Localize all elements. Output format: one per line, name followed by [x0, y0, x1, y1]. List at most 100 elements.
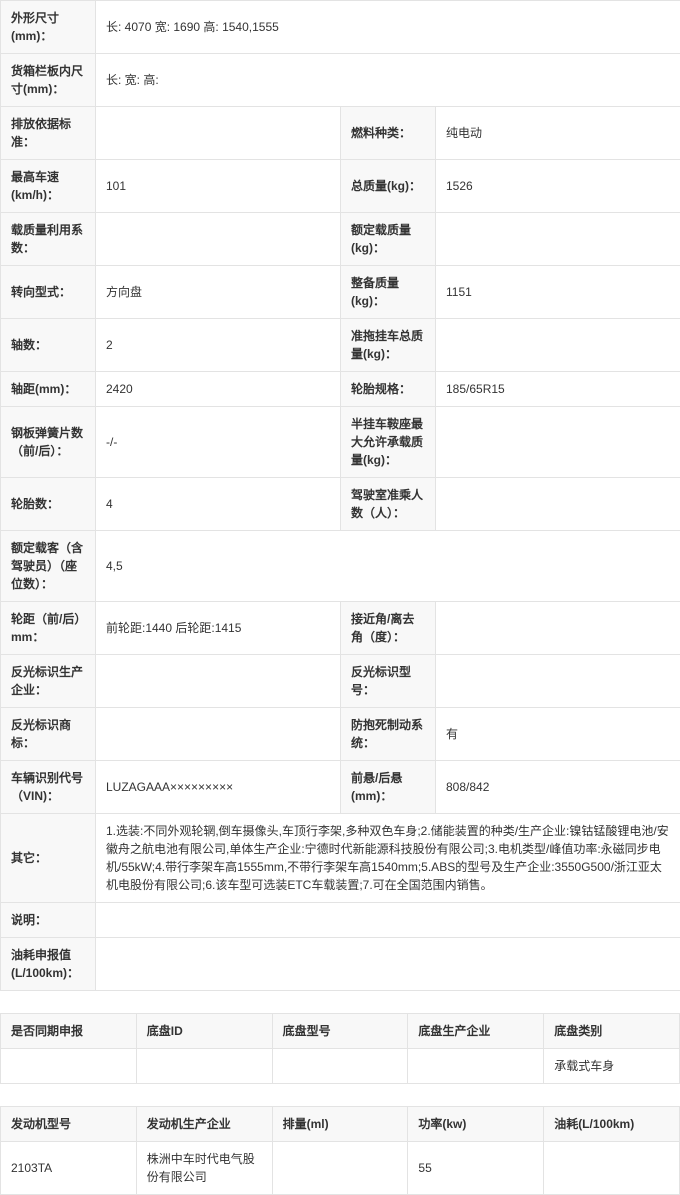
table-row: 反光标识生产企业： 反光标识型号： [1, 655, 680, 708]
value-note [96, 903, 680, 938]
value-axles: 2 [96, 319, 341, 372]
label-totalmass: 总质量(kg)： [341, 160, 436, 213]
engine-header-0: 发动机型号 [1, 1107, 137, 1142]
engine-header-1: 发动机生产企业 [136, 1107, 272, 1142]
label-reflmodel: 反光标识型号： [341, 655, 436, 708]
table-row: 转向型式： 方向盘 整备质量(kg)： 1151 [1, 266, 680, 319]
table-row: 反光标识商标： 防抱死制动系统： 有 [1, 708, 680, 761]
value-fuel: 纯电动 [436, 107, 680, 160]
label-loadfactor: 载质量利用系数： [1, 213, 96, 266]
chassis-cell-0 [1, 1049, 137, 1084]
label-reflmfr: 反光标识生产企业： [1, 655, 96, 708]
chassis-header-1: 底盘ID [136, 1014, 272, 1049]
table-row: 2103TA 株洲中车时代电气股份有限公司 55 [1, 1142, 680, 1195]
table-row: 轮距（前/后）mm： 前轮距:1440 后轮距:1415 接近角/离去角（度）： [1, 602, 680, 655]
label-cabseats: 驾驶室准乘人数（人）： [341, 478, 436, 531]
value-overhang: 808/842 [436, 761, 680, 814]
chassis-cell-3 [408, 1049, 544, 1084]
value-fuelcons [96, 938, 680, 991]
value-seats: 4,5 [96, 531, 680, 602]
label-trailermass: 准拖挂车总质量(kg)： [341, 319, 436, 372]
table-header-row: 发动机型号 发动机生产企业 排量(ml) 功率(kw) 油耗(L/100km) [1, 1107, 680, 1142]
label-curbmass: 整备质量(kg)： [341, 266, 436, 319]
label-seats: 额定载客（含驾驶员）（座位数）： [1, 531, 96, 602]
label-ratedload: 额定载质量(kg)： [341, 213, 436, 266]
chassis-header-0: 是否同期申报 [1, 1014, 137, 1049]
value-refltm [96, 708, 341, 761]
value-tirespec: 185/65R15 [436, 372, 680, 407]
label-other: 其它： [1, 814, 96, 903]
label-vin: 车辆识别代号（VIN)： [1, 761, 96, 814]
engine-header-3: 功率(kw) [408, 1107, 544, 1142]
label-maxspeed: 最高车速(km/h)： [1, 160, 96, 213]
table-row: 载质量利用系数： 额定载质量(kg)： [1, 213, 680, 266]
value-reflmfr [96, 655, 341, 708]
label-wheelbase: 轴距(mm)： [1, 372, 96, 407]
value-emission [96, 107, 341, 160]
label-overhang: 前悬/后悬(mm)： [341, 761, 436, 814]
value-track: 前轮距:1440 后轮距:1415 [96, 602, 341, 655]
value-vin: LUZAGAAA××××××××× [96, 761, 341, 814]
table-row: 轴数： 2 准拖挂车总质量(kg)： [1, 319, 680, 372]
engine-cell-0: 2103TA [1, 1142, 137, 1195]
label-abs: 防抱死制动系统： [341, 708, 436, 761]
spec-table: 外形尺寸(mm)： 长: 4070 宽: 1690 高: 1540,1555 货… [0, 0, 680, 991]
table-row: 油耗申报值(L/100km)： [1, 938, 680, 991]
table-row: 其它： 1.选装:不同外观轮辋,倒车摄像头,车顶行李架,多种双色车身;2.储能装… [1, 814, 680, 903]
engine-table: 发动机型号 发动机生产企业 排量(ml) 功率(kw) 油耗(L/100km) … [0, 1106, 680, 1195]
label-spring: 钢板弹簧片数（前/后）： [1, 407, 96, 478]
label-dimensions: 外形尺寸(mm)： [1, 1, 96, 54]
value-wheelbase: 2420 [96, 372, 341, 407]
label-cargo: 货箱栏板内尺寸(mm)： [1, 54, 96, 107]
value-cabseats [436, 478, 680, 531]
chassis-table: 是否同期申报 底盘ID 底盘型号 底盘生产企业 底盘类别 承载式车身 [0, 1013, 680, 1084]
chassis-cell-4: 承载式车身 [544, 1049, 680, 1084]
label-fuelcons: 油耗申报值(L/100km)： [1, 938, 96, 991]
chassis-header-2: 底盘型号 [272, 1014, 408, 1049]
engine-cell-2 [272, 1142, 408, 1195]
value-maxspeed: 101 [96, 160, 341, 213]
value-angles [436, 602, 680, 655]
table-row: 货箱栏板内尺寸(mm)： 长: 宽: 高: [1, 54, 680, 107]
engine-cell-4 [544, 1142, 680, 1195]
value-reflmodel [436, 655, 680, 708]
value-cargo: 长: 宽: 高: [96, 54, 680, 107]
value-spring: -/- [96, 407, 341, 478]
label-axles: 轴数： [1, 319, 96, 372]
table-row: 钢板弹簧片数（前/后）： -/- 半挂车鞍座最大允许承载质量(kg)： [1, 407, 680, 478]
engine-header-2: 排量(ml) [272, 1107, 408, 1142]
engine-cell-3: 55 [408, 1142, 544, 1195]
table-row: 车辆识别代号（VIN)： LUZAGAAA××××××××× 前悬/后悬(mm)… [1, 761, 680, 814]
value-ratedload [436, 213, 680, 266]
chassis-header-3: 底盘生产企业 [408, 1014, 544, 1049]
chassis-cell-2 [272, 1049, 408, 1084]
label-emission: 排放依据标准： [1, 107, 96, 160]
value-tirecount: 4 [96, 478, 341, 531]
table-row: 说明： [1, 903, 680, 938]
label-tirecount: 轮胎数： [1, 478, 96, 531]
label-semitrailer: 半挂车鞍座最大允许承载质量(kg)： [341, 407, 436, 478]
label-refltm: 反光标识商标： [1, 708, 96, 761]
engine-header-4: 油耗(L/100km) [544, 1107, 680, 1142]
table-header-row: 是否同期申报 底盘ID 底盘型号 底盘生产企业 底盘类别 [1, 1014, 680, 1049]
value-steering: 方向盘 [96, 266, 341, 319]
label-tirespec: 轮胎规格： [341, 372, 436, 407]
table-row: 轴距(mm)： 2420 轮胎规格： 185/65R15 [1, 372, 680, 407]
table-row: 最高车速(km/h)： 101 总质量(kg)： 1526 [1, 160, 680, 213]
label-track: 轮距（前/后）mm： [1, 602, 96, 655]
table-row: 承载式车身 [1, 1049, 680, 1084]
table-row: 额定载客（含驾驶员）（座位数）： 4,5 [1, 531, 680, 602]
chassis-cell-1 [136, 1049, 272, 1084]
value-semitrailer [436, 407, 680, 478]
value-totalmass: 1526 [436, 160, 680, 213]
value-curbmass: 1151 [436, 266, 680, 319]
value-trailermass [436, 319, 680, 372]
table-row: 外形尺寸(mm)： 长: 4070 宽: 1690 高: 1540,1555 [1, 1, 680, 54]
value-dimensions: 长: 4070 宽: 1690 高: 1540,1555 [96, 1, 680, 54]
table-row: 排放依据标准： 燃料种类： 纯电动 [1, 107, 680, 160]
value-abs: 有 [436, 708, 680, 761]
value-loadfactor [96, 213, 341, 266]
engine-cell-1: 株洲中车时代电气股份有限公司 [136, 1142, 272, 1195]
table-row: 轮胎数： 4 驾驶室准乘人数（人）： [1, 478, 680, 531]
chassis-header-4: 底盘类别 [544, 1014, 680, 1049]
